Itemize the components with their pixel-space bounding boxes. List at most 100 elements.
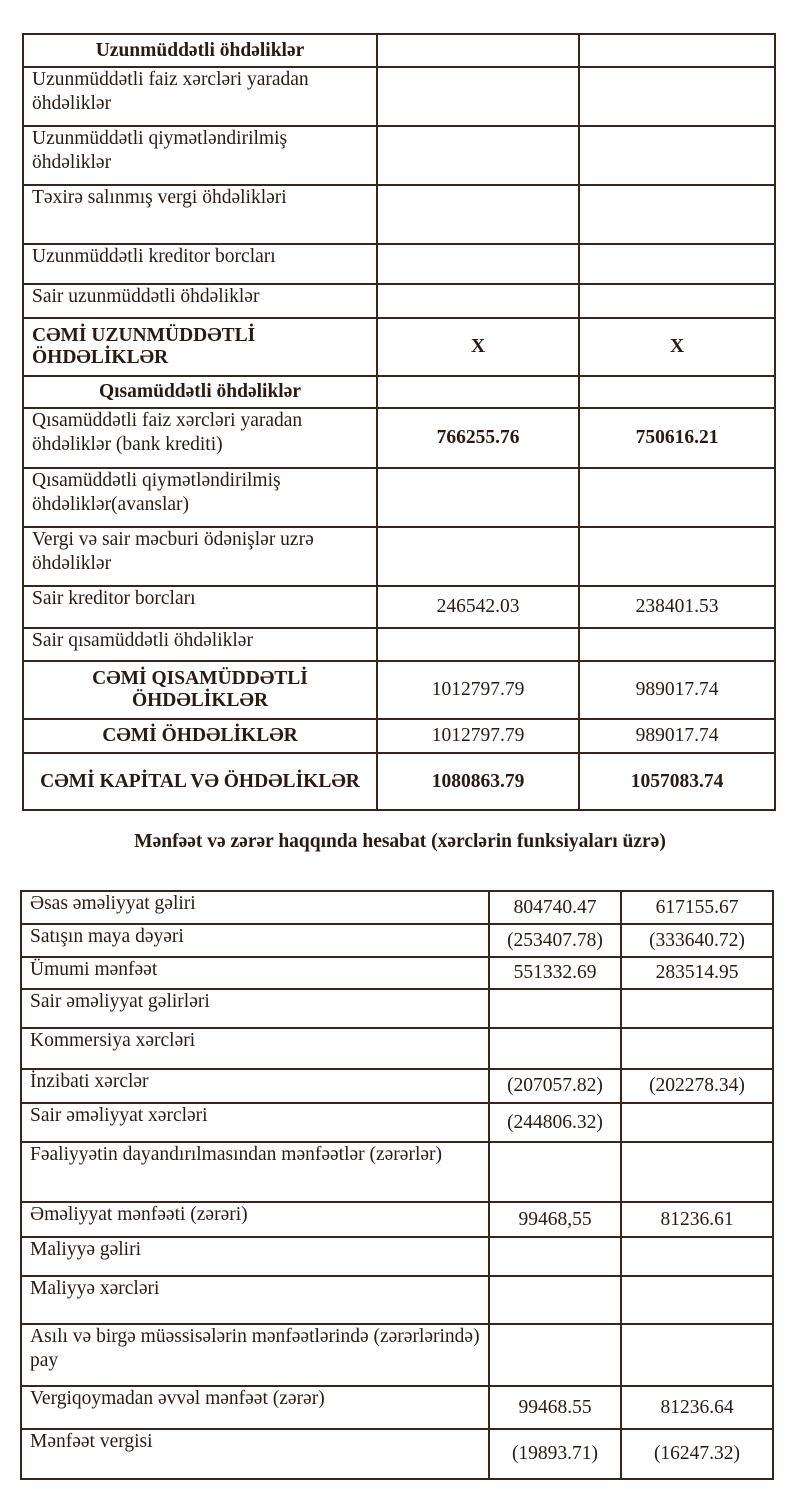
table-row: Kommersiya xərcləri bbox=[20, 1027, 774, 1070]
value-previous-period: (16247.32) bbox=[620, 1428, 774, 1480]
row-label: Uzunmüddətli faiz xərcləri yaradan öhdəl… bbox=[22, 66, 378, 127]
row-label: Mənfəət vergisi bbox=[20, 1428, 490, 1480]
value-previous-period: 238401.53 bbox=[578, 585, 776, 629]
value-current-period bbox=[376, 184, 580, 245]
value-previous-period bbox=[578, 467, 776, 528]
table-row: Maliyyə xərcləri bbox=[20, 1275, 774, 1325]
value-current-period bbox=[488, 1027, 622, 1070]
row-label: Əsas əməliyyat gəliri bbox=[20, 890, 490, 925]
table-row: Əməliyyat mənfəəti (zərəri) 99468,55 81236… bbox=[20, 1201, 774, 1238]
table-row: İnzibati xərclər (207057.82) (202278.34) bbox=[20, 1068, 774, 1104]
value-previous-period bbox=[620, 988, 774, 1029]
value-previous-period bbox=[620, 1102, 774, 1143]
value-current-period: (244806.32) bbox=[488, 1102, 622, 1143]
table-row: Vergiqoymadan əvvəl mənfəət (zərər) 99468… bbox=[20, 1385, 774, 1430]
table-row: Mənfəət vergisi (19893.71) (16247.32) bbox=[20, 1428, 774, 1480]
row-label: Uzunmüddətli öhdəliklər bbox=[22, 33, 378, 68]
table-row: CƏMİ QISAMÜDDƏTLİ ÖHDƏLİKLƏR 1012797.79 98… bbox=[22, 660, 776, 720]
row-label: Qısamüddətli faiz xərcləri yaradan öhdəl… bbox=[22, 407, 378, 469]
value-current-period bbox=[488, 1236, 622, 1277]
value-previous-period bbox=[620, 1141, 774, 1203]
row-label: İnzibati xərclər bbox=[20, 1068, 490, 1104]
table-row: Qısamüddətli qiymətləndirilmiş öhdəliklə… bbox=[22, 467, 776, 528]
value-previous-period: 81236.64 bbox=[620, 1385, 774, 1430]
income-statement-table: Əsas əməliyyat gəliri 804740.47 617155.67 S… bbox=[20, 890, 774, 1480]
value-previous-period: 989017.74 bbox=[578, 660, 776, 720]
row-label: Kommersiya xərcləri bbox=[20, 1027, 490, 1070]
table-row: Satışın maya dəyəri (253407.78) (333640.72… bbox=[20, 923, 774, 958]
value-current-period: 551332.69 bbox=[488, 956, 622, 990]
value-current-period: 1080863.79 bbox=[376, 752, 580, 811]
table-row: Uzunmüddətli öhdəliklər bbox=[22, 33, 776, 68]
table-row: Sair qısamüddətli öhdəliklər bbox=[22, 627, 776, 662]
row-label: Uzunmüddətli qiymətləndirilmiş öhdəliklə… bbox=[22, 125, 378, 186]
row-label: Qısamüddətli qiymətləndirilmiş öhdəliklə… bbox=[22, 467, 378, 528]
row-label: Uzunmüddətli kreditor borcları bbox=[22, 243, 378, 285]
value-current-period: (19893.71) bbox=[488, 1428, 622, 1480]
row-label: Sair kreditor borcları bbox=[22, 585, 378, 629]
table-row: Vergi və sair məcburi ödənişlər uzrə öhd… bbox=[22, 526, 776, 587]
table-row: Ümumi mənfəət 551332.69 283514.95 bbox=[20, 956, 774, 990]
row-label: Vergiqoymadan əvvəl mənfəət (zərər) bbox=[20, 1385, 490, 1430]
value-current-period bbox=[488, 988, 622, 1029]
table-row: Qısamüddətli öhdəliklər bbox=[22, 375, 776, 409]
value-current-period bbox=[376, 375, 580, 409]
table-row: Fəaliyyətin dayandırılmasından mənfəətlə… bbox=[20, 1141, 774, 1203]
table-row: CƏMİ KAPİTAL VƏ ÖHDƏLİKLƏR 1080863.79 1057… bbox=[22, 752, 776, 811]
table-row: CƏMİ UZUNMÜDDƏTLİ ÖHDƏLİKLƏR X X bbox=[22, 317, 776, 377]
value-previous-period: 750616.21 bbox=[578, 407, 776, 469]
value-previous-period: (333640.72) bbox=[620, 923, 774, 958]
table-row: Əsas əməliyyat gəliri 804740.47 617155.67 bbox=[20, 890, 774, 925]
row-label: Əməliyyat mənfəəti (zərəri) bbox=[20, 1201, 490, 1238]
value-current-period bbox=[376, 125, 580, 186]
value-current-period bbox=[488, 1141, 622, 1203]
value-previous-period: 1057083.74 bbox=[578, 752, 776, 811]
value-current-period: 804740.47 bbox=[488, 890, 622, 925]
value-previous-period bbox=[578, 627, 776, 662]
row-label: Sair qısamüddətli öhdəliklər bbox=[22, 627, 378, 662]
table-row: Asılı və birgə müəssisələrin mənfəətləri… bbox=[20, 1323, 774, 1387]
row-label: CƏMİ ÖHDƏLİKLƏR bbox=[22, 718, 378, 754]
value-current-period: 766255.76 bbox=[376, 407, 580, 469]
row-label: Asılı və birgə müəssisələrin mənfəətləri… bbox=[20, 1323, 490, 1387]
value-previous-period: 989017.74 bbox=[578, 718, 776, 754]
value-current-period: 246542.03 bbox=[376, 585, 580, 629]
value-current-period bbox=[376, 243, 580, 285]
value-current-period: 99468.55 bbox=[488, 1385, 622, 1430]
row-label: CƏMİ UZUNMÜDDƏTLİ ÖHDƏLİKLƏR bbox=[22, 317, 378, 377]
value-previous-period bbox=[578, 33, 776, 68]
table-row: CƏMİ ÖHDƏLİKLƏR 1012797.79 989017.74 bbox=[22, 718, 776, 754]
value-previous-period: (202278.34) bbox=[620, 1068, 774, 1104]
value-previous-period bbox=[578, 243, 776, 285]
value-current-period bbox=[488, 1275, 622, 1325]
value-current-period: 99468,55 bbox=[488, 1201, 622, 1238]
row-label: Sair əməliyyat xərcləri bbox=[20, 1102, 490, 1143]
value-previous-period bbox=[578, 375, 776, 409]
row-label: CƏMİ QISAMÜDDƏTLİ ÖHDƏLİKLƏR bbox=[22, 660, 378, 720]
value-current-period bbox=[376, 283, 580, 319]
value-previous-period bbox=[620, 1027, 774, 1070]
value-current-period: 1012797.79 bbox=[376, 660, 580, 720]
value-previous-period bbox=[578, 526, 776, 587]
value-current-period bbox=[488, 1323, 622, 1387]
row-label: Maliyyə xərcləri bbox=[20, 1275, 490, 1325]
row-label: Sair əməliyyat gəlirləri bbox=[20, 988, 490, 1029]
row-label: Sair uzunmüddətli öhdəliklər bbox=[22, 283, 378, 319]
table-row: Uzunmüddətli faiz xərcləri yaradan öhdəl… bbox=[22, 66, 776, 127]
value-previous-period: 617155.67 bbox=[620, 890, 774, 925]
value-previous-period bbox=[578, 184, 776, 245]
value-current-period: (207057.82) bbox=[488, 1068, 622, 1104]
value-previous-period bbox=[620, 1236, 774, 1277]
value-current-period: (253407.78) bbox=[488, 923, 622, 958]
value-previous-period bbox=[620, 1323, 774, 1387]
table-row: Təxirə salınmış vergi öhdəlikləri bbox=[22, 184, 776, 245]
value-previous-period: X bbox=[578, 317, 776, 377]
row-label: Satışın maya dəyəri bbox=[20, 923, 490, 958]
value-previous-period bbox=[578, 125, 776, 186]
row-label: Ümumi mənfəət bbox=[20, 956, 490, 990]
row-label: Qısamüddətli öhdəliklər bbox=[22, 375, 378, 409]
value-previous-period bbox=[578, 66, 776, 127]
row-label: Vergi və sair məcburi ödənişlər uzrə öhd… bbox=[22, 526, 378, 587]
row-label: Fəaliyyətin dayandırılmasından mənfəətlə… bbox=[20, 1141, 490, 1203]
table-row: Sair əməliyyat xərcləri (244806.32) bbox=[20, 1102, 774, 1143]
